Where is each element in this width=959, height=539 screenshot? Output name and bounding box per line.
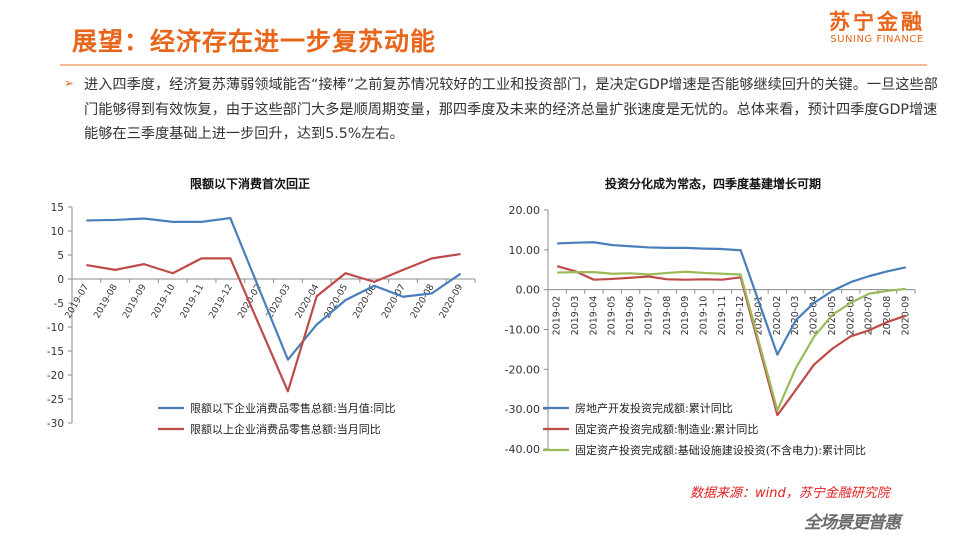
series-line-1: [557, 241, 907, 356]
series-line-2: [86, 252, 461, 393]
x-tick-label: 2019-10: [698, 296, 709, 336]
y-tick-label: 20.00: [509, 204, 541, 217]
legend-label-2: 固定资产投资完成额:制造业:累计同比: [575, 422, 758, 436]
slogan: 全场景更普惠: [804, 513, 901, 533]
y-tick-label: -20: [47, 370, 64, 382]
header-divider: [60, 64, 927, 66]
legend-label-2: 限额以上企业消费品零售总额:当月同比: [190, 422, 381, 436]
legend-label-3: 固定资产投资完成额:基础设施建设投资(不含电力):累计同比: [575, 443, 866, 457]
y-tick-label: 5: [57, 250, 64, 262]
x-tick-label: 2020-03: [790, 296, 801, 336]
y-tick-label: 0.00: [516, 284, 541, 297]
bullet-text: 进入四季度，经济复苏薄弱领域能否“接棒”之前复苏情况较好的工业和投资部门，是决定…: [84, 77, 938, 142]
chart1-title: 限额以下消费首次回正: [190, 177, 311, 191]
bullet-arrow-icon: ➢: [64, 76, 75, 90]
x-tick-label: 2019-04: [588, 296, 599, 336]
y-tick-label: -10.00: [505, 324, 540, 337]
x-tick-label: 2020-09: [900, 296, 911, 336]
x-tick-label: 2020-01: [754, 296, 765, 336]
chart2-title: 投资分化成为常态，四季度基建增长可期: [605, 177, 822, 191]
page-title: 展望：经济存在进一步复苏动能: [72, 27, 437, 56]
brand-name-cn: 苏宁金融: [829, 10, 925, 34]
legend-label-1: 房地产开发投资完成额:累计同比: [575, 401, 733, 415]
series-line-3: [557, 270, 906, 412]
y-tick-label: 10.00: [509, 244, 541, 257]
y-tick-label: -15: [47, 346, 64, 358]
source-note: 数据来源：wind，苏宁金融研究院: [690, 486, 890, 501]
y-tick-label: 10: [51, 226, 64, 238]
y-tick-label: 15: [51, 202, 64, 214]
x-tick-label: 2020-07: [864, 296, 875, 336]
x-tick-label: 2019-11: [717, 296, 728, 336]
series-line-1: [86, 216, 462, 361]
x-tick-label: 2019-09: [680, 296, 691, 336]
y-tick-label: -30.00: [505, 403, 540, 416]
series-line-2: [556, 265, 907, 417]
x-tick-label: 2019-07: [643, 296, 654, 336]
legend-label-1: 限额以下企业消费品零售总额:当月值:同比: [190, 401, 395, 415]
x-tick-label: 2020-04: [809, 296, 820, 336]
x-tick-label: 2019-02: [552, 296, 563, 336]
brand-name-en: SUNING FINANCE: [830, 34, 924, 45]
x-tick-label: 2019-06: [625, 296, 636, 336]
x-tick-label: 2019-08: [662, 296, 673, 336]
y-tick-label: -40.00: [505, 443, 540, 456]
x-tick-label: 2020-02: [772, 296, 783, 336]
x-tick-label: 2020-06: [845, 296, 856, 336]
x-tick-label: 2019-03: [570, 296, 581, 336]
y-tick-label: -25: [47, 394, 64, 406]
y-tick-label: -5: [54, 298, 64, 310]
x-tick-label: 2019-12: [735, 296, 746, 336]
x-tick-label: 2019-05: [607, 296, 618, 336]
x-tick-label: 2020-08: [882, 296, 893, 336]
y-tick-label: 0: [57, 274, 64, 286]
brand-logo: 苏宁金融 SUNING FINANCE: [829, 10, 925, 46]
y-tick-label: -10: [47, 322, 64, 334]
y-tick-label: -30: [47, 418, 64, 430]
y-tick-label: -20.00: [505, 363, 540, 376]
